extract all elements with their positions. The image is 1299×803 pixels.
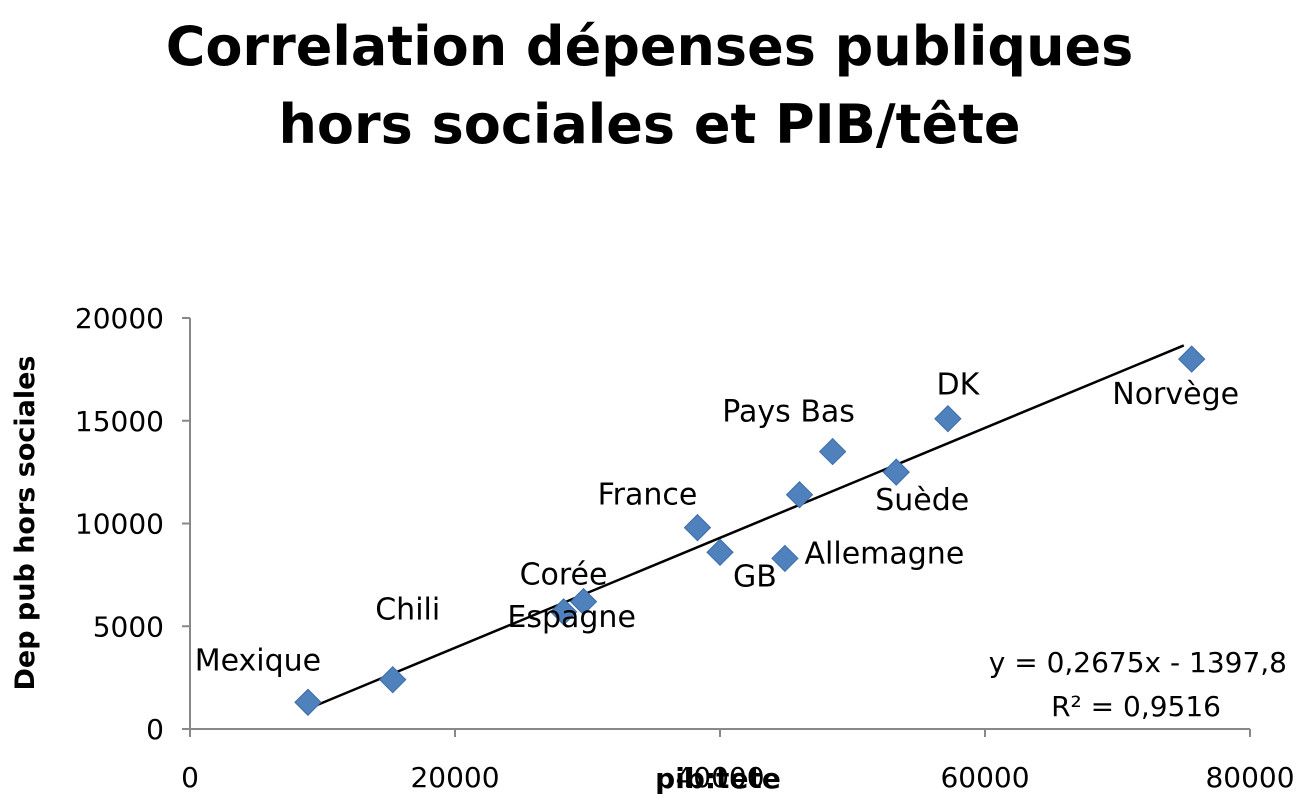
data-point [785,481,814,509]
data-point [934,404,962,433]
point-label: Espagne [507,600,636,635]
x-tick-label: 60000 [940,761,1029,794]
point-label: Allemagne [805,537,965,572]
data-point [818,437,847,466]
x-tick-label: 20000 [410,761,499,794]
point-labels-group: Mexique Chili Espagne Corée France GB Allemagn… [195,368,1239,679]
point-label: France [598,478,698,513]
point-label: Chili [375,593,440,628]
trendline-r-squared: R² = 0,9516 [1051,690,1221,723]
data-point [294,688,322,716]
axes: 0 5000 10000 15000 20000 0 20000 40000 60000 8000… [75,302,1295,794]
point-label: Suède [875,483,969,518]
points-group [294,345,1206,716]
data-point [379,665,407,694]
x-tick-label: 80000 [1205,761,1294,794]
trendline [308,344,1185,710]
data-point [882,458,910,486]
point-label: DK [937,368,981,403]
x-tick-label: 40000 [675,761,764,794]
point-label: Corée [520,558,608,593]
y-tick-label: 0 [146,713,164,746]
data-point [1177,345,1206,373]
y-axis-title: Dep pub hors sociales [10,355,41,690]
y-tick-label: 5000 [93,610,164,643]
point-label: Mexique [195,643,321,678]
y-tick-label: 15000 [75,405,164,438]
y-tick-label: 10000 [75,508,164,541]
trendline-equation: y = 0,2675x - 1397,8 [989,646,1287,679]
chart-title-line-1: Correlation dépenses publiques [165,15,1134,78]
data-point [549,598,578,626]
point-label: GB [733,559,777,594]
data-point [706,538,734,566]
data-point [683,513,712,542]
point-label: Pays Bas [722,395,855,430]
x-axis-title: pib:tete [655,762,781,795]
y-tick-label: 20000 [75,302,164,335]
data-point [569,587,598,616]
chart-title: Correlation dépenses publiques hors soci… [0,8,1299,164]
point-label: Norvège [1112,377,1239,412]
x-tick-label: 0 [181,761,199,794]
chart-title-line-2: hors sociales et PIB/tête [278,93,1021,156]
data-point [771,544,799,573]
trendline-group [308,344,1185,710]
